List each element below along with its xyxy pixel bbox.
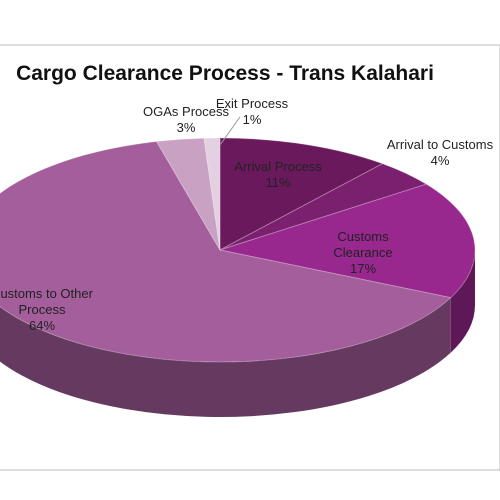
value-label: 64% <box>28 318 56 333</box>
data-label: OGAs Process 3% <box>136 104 236 136</box>
category-label: Customs to Other Process <box>0 286 93 317</box>
slice <box>219 163 428 251</box>
value-label: 4% <box>430 153 450 168</box>
leader-line <box>219 116 241 146</box>
category-label: OGAs Process <box>143 104 229 119</box>
category-label: Exit Process <box>215 96 289 111</box>
value-label: 3% <box>176 120 196 135</box>
slice-side <box>0 297 451 417</box>
slice <box>218 183 476 299</box>
data-label: Customs Clearance 17% <box>323 229 403 277</box>
slice-side <box>450 250 475 353</box>
category-label: Arrival Process <box>234 159 322 174</box>
pie <box>0 137 476 417</box>
value-label: 1% <box>242 112 262 127</box>
value-label: 17% <box>349 261 377 276</box>
data-label: Arrival Process 11% <box>233 159 323 191</box>
data-label: Customs to Other Process 64% <box>0 286 107 334</box>
chart-title: Cargo Clearance Process - Trans Kalahari <box>16 62 434 85</box>
category-label: Customs Clearance <box>333 229 393 260</box>
data-label: Exit Process 1% <box>202 96 302 128</box>
value-label: 11% <box>265 175 291 190</box>
slice <box>155 137 221 251</box>
data-label: Arrival to Customs 4% <box>380 137 500 169</box>
category-label: Arrival to Customs <box>386 137 494 152</box>
slice <box>203 137 221 251</box>
slice <box>0 140 452 363</box>
slice <box>219 137 384 251</box>
